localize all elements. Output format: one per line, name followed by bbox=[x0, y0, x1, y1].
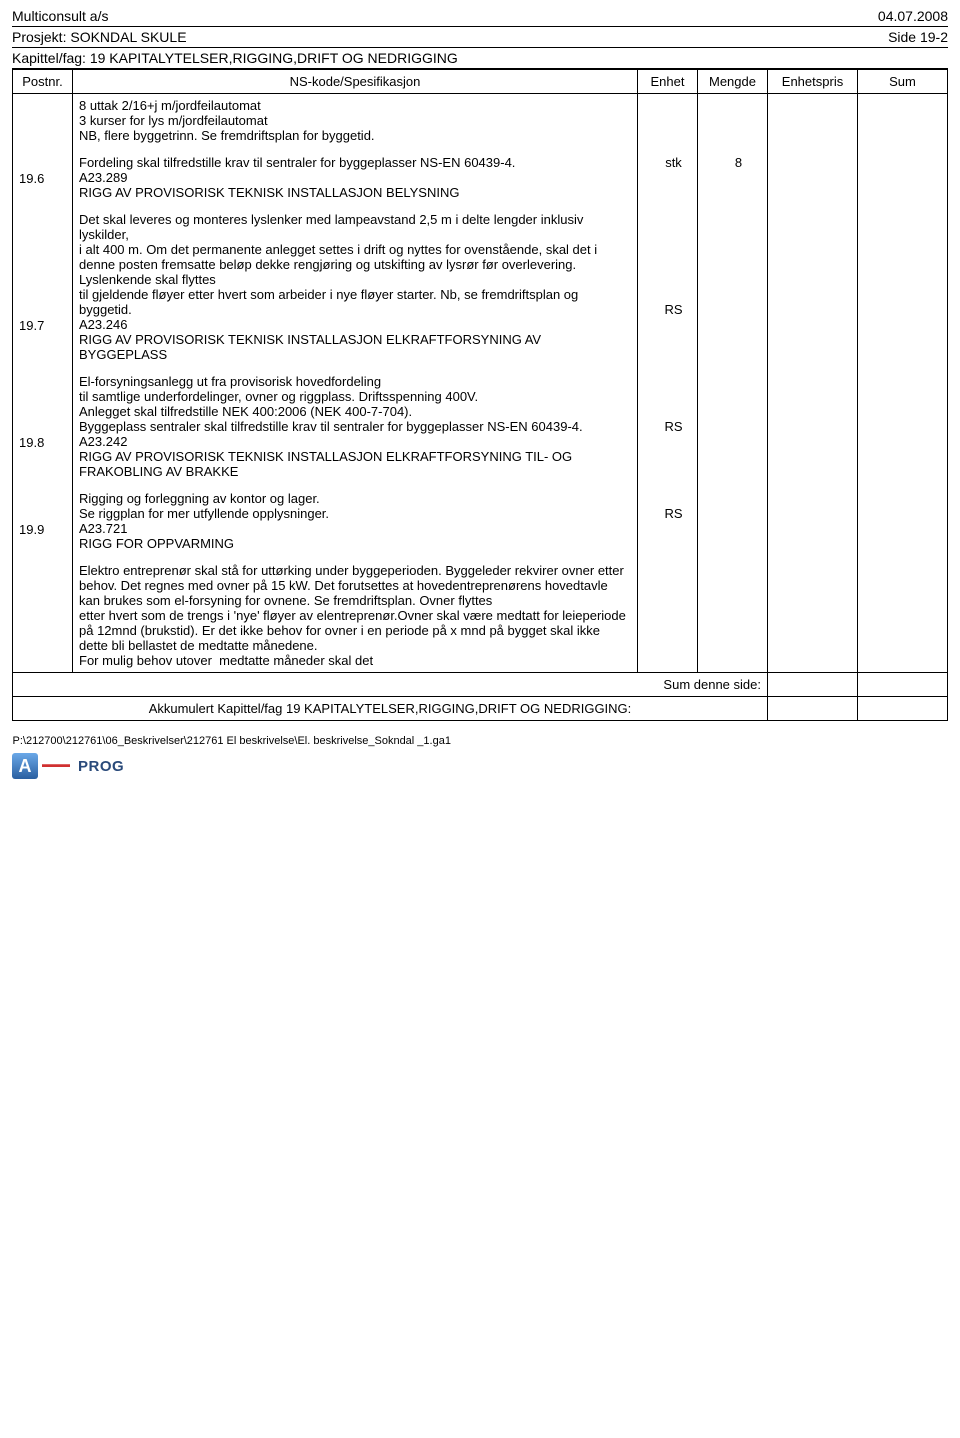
spec-paragraph: A23.246 RIGG AV PROVISORISK TEKNISK INST… bbox=[79, 317, 631, 362]
spec-paragraph: 8 uttak 2/16+j m/jordfeilautomat 3 kurse… bbox=[79, 98, 631, 143]
pris-cell bbox=[768, 94, 858, 673]
project-label: Prosjekt: SOKNDAL SKULE bbox=[12, 29, 187, 45]
spec-paragraph: A23.721 RIGG FOR OPPVARMING bbox=[79, 521, 631, 551]
col-sum: Sum bbox=[858, 70, 948, 94]
post-number: 19.6 bbox=[19, 171, 44, 186]
footer-logo-row: A — PROG bbox=[12, 753, 948, 779]
spec-paragraph: Rigging og forleggning av kontor og lage… bbox=[79, 491, 631, 521]
footer-filepath-row: P:\212700\212761\06_Beskrivelser\212761 … bbox=[13, 721, 948, 748]
post-number: 19.7 bbox=[19, 318, 44, 333]
page-number: Side 19-2 bbox=[888, 29, 948, 45]
spec-section: A23.289 RIGG AV PROVISORISK TEKNISK INST… bbox=[79, 170, 631, 317]
spec-section: A23.721 RIGG FOR OPPVARMING Elektro entre… bbox=[79, 521, 631, 668]
spec-table: Postnr. NS-kode/Spesifikasjon Enhet Meng… bbox=[12, 69, 948, 747]
enhet-value: RS bbox=[644, 302, 703, 317]
enhet-value: RS bbox=[644, 419, 703, 434]
mengde-value: 8 bbox=[704, 155, 773, 170]
spec-cell: 8 uttak 2/16+j m/jordfeilautomat 3 kurse… bbox=[73, 94, 638, 673]
document-date: 04.07.2008 bbox=[878, 8, 948, 24]
header-chapter: Kapittel/fag: 19 KAPITALYTELSER,RIGGING,… bbox=[12, 48, 948, 69]
col-spec: NS-kode/Spesifikasjon bbox=[73, 70, 638, 94]
spec-paragraph: Det skal leveres og monteres lyslenker m… bbox=[79, 212, 631, 317]
col-mengde: Mengde bbox=[698, 70, 768, 94]
enhet-cell: stkRSRSRS bbox=[638, 94, 698, 673]
enhet-value: stk bbox=[644, 155, 703, 170]
mengde-cell: 8 bbox=[698, 94, 768, 673]
sum-cell bbox=[858, 94, 948, 673]
akk-label: Akkumulert Kapittel/fag 19 KAPITALYTELSE… bbox=[13, 697, 768, 721]
post-number: 19.9 bbox=[19, 522, 44, 537]
header-project: Prosjekt: SOKNDAL SKULE Side 19-2 bbox=[12, 27, 948, 48]
table-header-row: Postnr. NS-kode/Spesifikasjon Enhet Meng… bbox=[13, 70, 948, 94]
col-post: Postnr. bbox=[13, 70, 73, 94]
spec-paragraph: A23.289 RIGG AV PROVISORISK TEKNISK INST… bbox=[79, 170, 631, 200]
spec-paragraph: El-forsyningsanlegg ut fra provisorisk h… bbox=[79, 374, 631, 434]
akk-sum bbox=[858, 697, 948, 721]
company-name: Multiconsult a/s bbox=[12, 8, 108, 24]
logo-text: PROG bbox=[78, 758, 124, 775]
sum-side-label: Sum denne side: bbox=[13, 673, 768, 697]
enhet-value: RS bbox=[644, 506, 703, 521]
footer-akk-row: Akkumulert Kapittel/fag 19 KAPITALYTELSE… bbox=[13, 697, 948, 721]
col-enhet: Enhet bbox=[638, 70, 698, 94]
akk-pris bbox=[768, 697, 858, 721]
spec-section: A23.246 RIGG AV PROVISORISK TEKNISK INST… bbox=[79, 317, 631, 434]
table-row: 19.6 19.7 19.8 19.9 8 uttak 2/16+j m/jordfei… bbox=[13, 94, 948, 673]
post-cell: 19.6 19.7 19.8 19.9 bbox=[13, 94, 73, 673]
sum-side-sum bbox=[858, 673, 948, 697]
spec-paragraph: A23.242 RIGG AV PROVISORISK TEKNISK INST… bbox=[79, 434, 631, 479]
spec-paragraph: Elektro entreprenør skal stå for uttørki… bbox=[79, 563, 631, 668]
filepath-text: P:\212700\212761\06_Beskrivelser\212761 … bbox=[13, 735, 948, 747]
header-top: Multiconsult a/s 04.07.2008 bbox=[12, 8, 948, 27]
footer-sum-row: Sum denne side: bbox=[13, 673, 948, 697]
spec-paragraph: Fordeling skal tilfredstille krav til se… bbox=[79, 155, 631, 170]
sum-side-pris bbox=[768, 673, 858, 697]
spec-section: 8 uttak 2/16+j m/jordfeilautomat 3 kurse… bbox=[79, 98, 631, 170]
table-body: 19.6 19.7 19.8 19.9 8 uttak 2/16+j m/jordfei… bbox=[13, 94, 948, 748]
post-number: 19.8 bbox=[19, 435, 44, 450]
col-pris: Enhetspris bbox=[768, 70, 858, 94]
filepath-cell: P:\212700\212761\06_Beskrivelser\212761 … bbox=[13, 721, 948, 748]
spec-section: A23.242 RIGG AV PROVISORISK TEKNISK INST… bbox=[79, 434, 631, 521]
logo-icon: A bbox=[12, 753, 38, 779]
chapter-label: Kapittel/fag: 19 KAPITALYTELSER,RIGGING,… bbox=[12, 50, 458, 66]
logo-dash-icon: — bbox=[42, 759, 70, 769]
